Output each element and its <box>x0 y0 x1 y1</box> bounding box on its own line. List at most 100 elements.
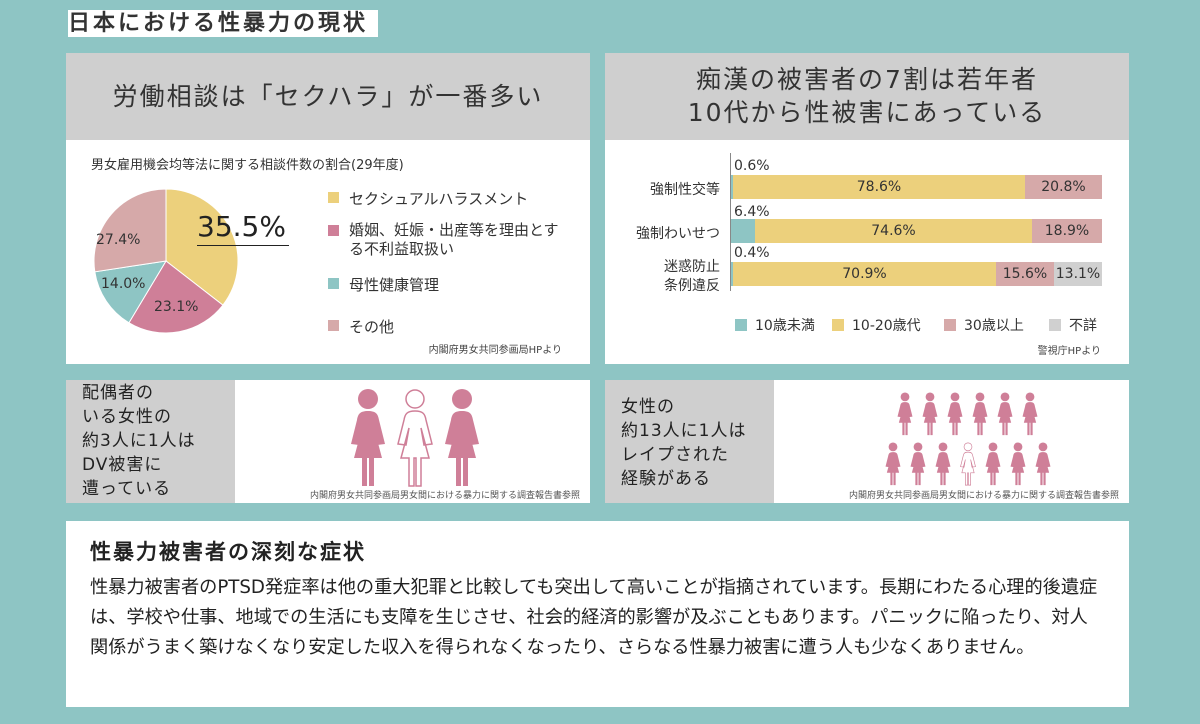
source-note: 警視庁HPより <box>1037 346 1101 357</box>
dv-panel: 配偶者の いる女性の 約3人に1人は DV被害に 遭っている 内閣府男女共同参画… <box>66 380 590 503</box>
molestation-panel: 痴漢の被害者の7割は若年者 10代から性被害にあっている 強制性交等 0.6% … <box>605 53 1129 364</box>
woman-figure-icon <box>445 389 479 486</box>
legend-label: 30歳以上 <box>964 318 1024 334</box>
pie-slice-maternal-health <box>94 260 167 324</box>
bar-segment-over30: 20.8% <box>1025 175 1102 199</box>
legend-label: 不詳 <box>1069 318 1097 334</box>
dv-text-line: 約3人に1人は <box>82 431 196 451</box>
source-note: 内閣府男女共同参画局男女間における暴力に関する調査報告書参照 <box>849 491 1120 501</box>
rape-text-line: 経験がある <box>621 469 711 489</box>
bar-segment-teen: 74.6% <box>755 219 1032 243</box>
legend-label: 母性健康管理 <box>349 276 440 294</box>
legend-swatch <box>328 278 339 289</box>
legend-swatch <box>832 319 844 331</box>
dv-text-line: 配偶者の <box>82 383 154 403</box>
rape-text-line: 約13人に1人は <box>621 421 747 441</box>
bar-segment-over30: 18.9% <box>1032 219 1102 243</box>
woman-figure-icon <box>985 442 1001 486</box>
legend-label: 10歳未満 <box>755 318 815 334</box>
pie-label-other: 27.4% <box>96 232 141 248</box>
bar-axis <box>730 153 731 291</box>
bar-segment-under10 <box>731 175 733 199</box>
legend-item: 母性健康管理 <box>328 274 439 295</box>
woman-figure-icon <box>1035 442 1051 486</box>
woman-figure-icon <box>910 442 926 486</box>
woman-figure-icon <box>922 392 938 436</box>
pie-slice-other <box>93 188 167 273</box>
bar-segment-teen: 70.9% <box>733 262 996 286</box>
figure-grid <box>883 392 1083 488</box>
panel-header-text: 労働相談は「セクハラ」が一番多い <box>112 82 544 111</box>
legend-item: 10歳未満 <box>735 315 815 335</box>
woman-figure-icon <box>1010 442 1026 486</box>
legend-label: 10-20歳代 <box>852 318 921 334</box>
legend-label: その他 <box>349 318 395 336</box>
bar-small-value: 0.6% <box>734 158 770 174</box>
bar-segment-under10 <box>731 262 733 286</box>
woman-figure-icon <box>947 392 963 436</box>
woman-figure-icon <box>935 442 951 486</box>
symptoms-panel: 性暴力被害者の深刻な症状 性暴力被害者のPTSD発症率は他の重大犯罪と比較しても… <box>66 521 1129 707</box>
legend-swatch <box>735 319 747 331</box>
legend-item: 婚姻、妊娠・出産等を理由とする不利益取扱い <box>328 221 573 259</box>
legend-item: 10-20歳代 <box>832 315 921 335</box>
source-note: 内閣府男女共同参画局HPより <box>428 345 562 356</box>
woman-figure-icon <box>897 392 913 436</box>
woman-figure-icon <box>885 442 901 486</box>
bar-category-label: 迷惑防止 条例違反 <box>605 258 720 296</box>
woman-figure-icon <box>1022 392 1038 436</box>
woman-figure-icon <box>997 392 1013 436</box>
bar-category-label-line: 迷惑防止 <box>664 259 720 275</box>
dv-text-line: 遭っている <box>82 479 172 499</box>
bar-category-label: 強制性交等 <box>650 182 720 198</box>
rape-text-line: 女性の <box>621 397 675 417</box>
woman-outline-icon <box>397 389 433 487</box>
pie-chart <box>93 188 239 334</box>
panel-header: 痴漢の被害者の7割は若年者 10代から性被害にあっている <box>605 53 1129 140</box>
dv-text: 配偶者の いる女性の 約3人に1人は DV被害に 遭っている <box>82 381 196 501</box>
legend-swatch <box>328 320 339 331</box>
pie-slice-marriage-pregnancy <box>128 260 224 334</box>
legend-swatch <box>1049 319 1061 331</box>
panel-header: 労働相談は「セクハラ」が一番多い <box>66 53 590 140</box>
bar-segment-unknown: 13.1% <box>1054 262 1102 286</box>
rape-text-block: 女性の 約13人に1人は レイプされた 経験がある <box>605 380 774 503</box>
page-title: 日本における性暴力の現状 <box>68 10 379 37</box>
bar-category-label: 強制わいせつ <box>636 226 720 242</box>
pie-label-underline <box>197 245 289 246</box>
legend-label: 婚姻、妊娠・出産等を理由とする不利益取扱い <box>349 221 559 258</box>
chart-subtitle: 男女雇用機会均等法に関する相談件数の割合(29年度) <box>91 158 404 173</box>
symptoms-title: 性暴力被害者の深刻な症状 <box>90 540 366 564</box>
legend-swatch <box>944 319 956 331</box>
woman-outline-icon <box>960 442 976 486</box>
pie-label-maternal: 14.0% <box>101 276 146 292</box>
bar-segment-teen: 78.6% <box>733 175 1025 199</box>
symptoms-body: 性暴力被害者のPTSD発症率は他の重大犯罪と比較しても突出して高いことが指摘され… <box>90 577 1098 658</box>
rape-text: 女性の 約13人に1人は レイプされた 経験がある <box>621 395 746 491</box>
dv-text-line: いる女性の <box>82 407 172 427</box>
panel-header-line-2: 10代から性被害にあっている <box>687 98 1047 127</box>
legend-swatch <box>328 192 339 203</box>
dv-text-block: 配偶者の いる女性の 約3人に1人は DV被害に 遭っている <box>66 380 235 503</box>
rape-text-line: レイプされた <box>621 445 729 465</box>
woman-figure-icon <box>972 392 988 436</box>
woman-figure-icon <box>351 389 385 486</box>
bar-category-label-line: 条例違反 <box>664 278 720 294</box>
legend-label: セクシュアルハラスメント <box>349 190 529 208</box>
bar-segment-over30: 15.6% <box>996 262 1054 286</box>
bar-small-value: 6.4% <box>734 204 770 220</box>
legend-item: セクシュアルハラスメント <box>328 188 528 209</box>
pie-label-sexual-harassment: 35.5% <box>197 210 286 243</box>
panel-header-line-1: 痴漢の被害者の7割は若年者 <box>696 65 1038 94</box>
legend-item: その他 <box>328 316 394 337</box>
pie-label-marriage: 23.1% <box>154 299 199 315</box>
rape-panel: 女性の 約13人に1人は レイプされた 経験がある 内閣府男女共同参画局男女間に… <box>605 380 1129 503</box>
harassment-panel: 労働相談は「セクハラ」が一番多い 男女雇用機会均等法に関する相談件数の割合(29… <box>66 53 590 364</box>
legend-swatch <box>328 225 339 236</box>
bar-small-value: 0.4% <box>734 245 770 261</box>
bar-segment-under10 <box>731 219 755 243</box>
legend-item: 不詳 <box>1049 315 1097 335</box>
legend-item: 30歳以上 <box>944 315 1024 335</box>
source-note: 内閣府男女共同参画局男女間における暴力に関する調査報告書参照 <box>310 491 581 501</box>
pie-slice-sexual-harassment <box>165 188 239 306</box>
